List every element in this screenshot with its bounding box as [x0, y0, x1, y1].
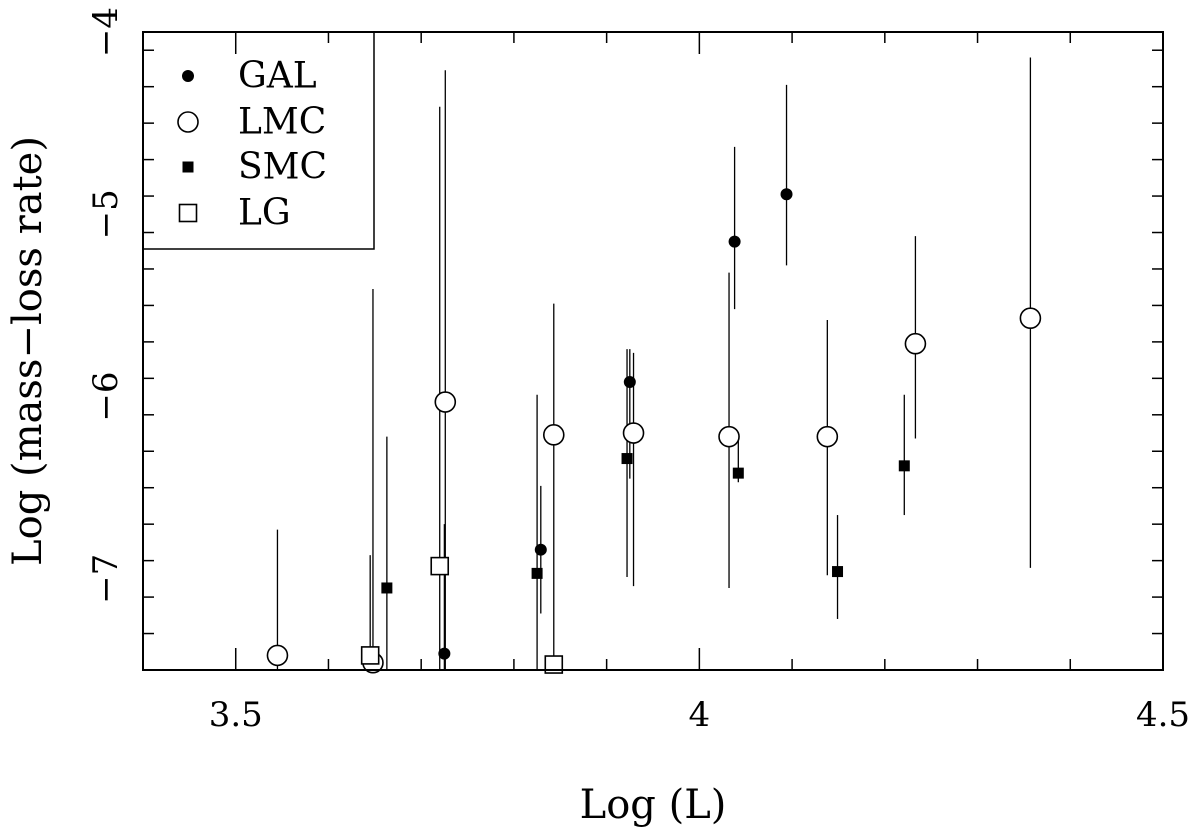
- y-tick-label: −7: [86, 554, 126, 604]
- smc-marker: [381, 582, 393, 594]
- gal-marker: [534, 543, 547, 556]
- lmc-marker: [266, 644, 289, 667]
- legend-label: LG: [238, 193, 291, 234]
- y-axis-label: Log (mass−loss rate): [5, 136, 51, 566]
- gal-marker: [182, 70, 194, 82]
- lmc-marker: [622, 422, 645, 444]
- gal-marker: [728, 235, 741, 248]
- data-markers: [266, 188, 1042, 674]
- x-tick-label: 3.5: [209, 695, 263, 735]
- lg-marker: [430, 556, 450, 576]
- lmc-marker: [816, 425, 839, 448]
- axis-ticks: [142, 32, 1164, 671]
- y-tick-label: −5: [86, 189, 126, 239]
- smc-marker: [832, 566, 844, 578]
- lmc-marker: [177, 111, 199, 133]
- legend-label: LMC: [238, 102, 326, 143]
- tick-labels: 3.5 4 4.5 −4 −5 −6 −7: [86, 7, 1190, 735]
- smc-marker: [621, 453, 633, 465]
- gal-marker: [780, 188, 793, 201]
- gal-marker: [623, 375, 636, 388]
- lmc-marker: [542, 424, 565, 446]
- y-tick-label: −4: [86, 7, 126, 57]
- error-bars: [276, 57, 1032, 670]
- lg-marker: [544, 655, 564, 674]
- x-tick-label: 4: [689, 695, 711, 735]
- legend-label: SMC: [238, 147, 327, 188]
- lmc-marker: [718, 425, 740, 448]
- lmc-marker: [904, 332, 927, 355]
- lg-marker: [360, 646, 380, 665]
- smc-marker: [182, 161, 194, 173]
- gal-marker: [438, 647, 451, 660]
- lg-marker: [178, 203, 198, 223]
- smc-marker: [898, 460, 910, 472]
- smc-marker: [531, 567, 543, 579]
- y-tick-label: −6: [86, 372, 126, 422]
- x-tick-label: 4.5: [1136, 695, 1190, 735]
- plot-frame: [142, 31, 1164, 671]
- x-axis-label: Log (L): [580, 782, 727, 828]
- legend-label: GAL: [238, 56, 317, 97]
- smc-marker: [732, 467, 744, 479]
- lmc-marker: [1019, 307, 1042, 329]
- lmc-marker: [434, 391, 457, 413]
- legend-box: [142, 31, 375, 250]
